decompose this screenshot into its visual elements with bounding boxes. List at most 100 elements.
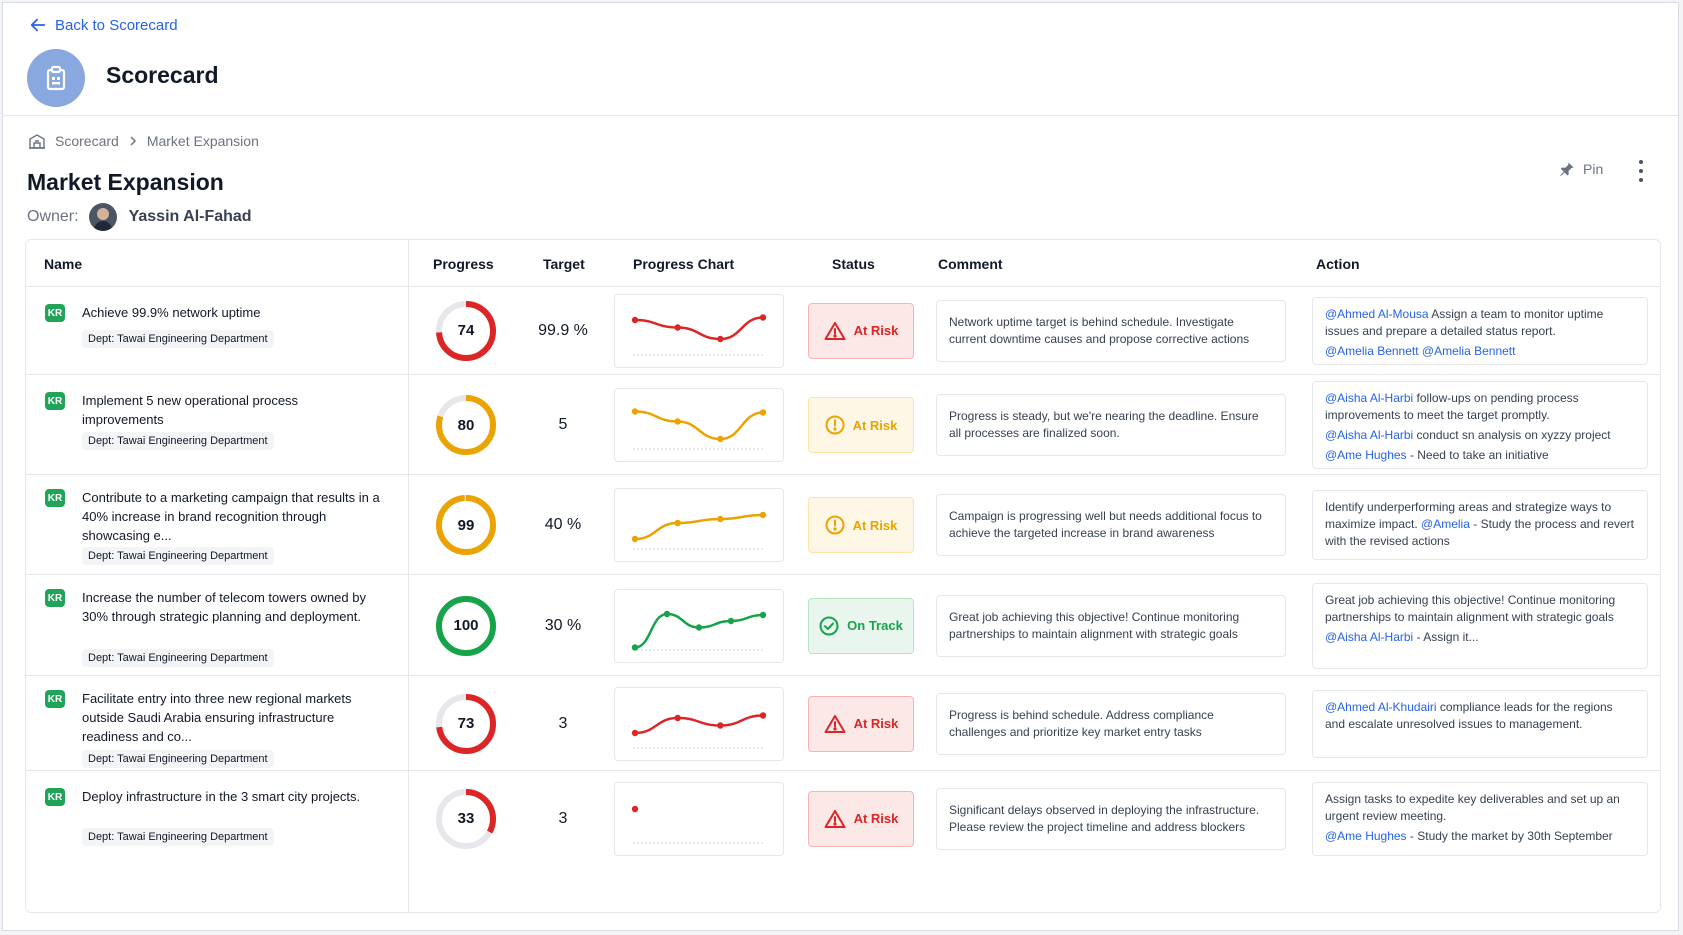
progress-chart xyxy=(614,488,784,562)
user-mention[interactable]: @Ahmed Al-Mousa xyxy=(1325,306,1429,321)
user-mention[interactable]: @Aisha Al-Harbi xyxy=(1325,391,1414,405)
chart-line xyxy=(634,713,764,734)
breadcrumb: Scorecard Market Expansion xyxy=(28,133,259,149)
chart-point xyxy=(674,519,681,527)
col-action[interactable]: Action xyxy=(1316,256,1360,272)
comment-box: Progress is steady, but we're nearing th… xyxy=(936,394,1286,456)
action-box: @Ahmed Al-Khudairi compliance leads for … xyxy=(1312,689,1648,758)
action-text: - Assign it... xyxy=(1413,629,1479,644)
status-badge[interactable]: At Risk xyxy=(808,497,914,553)
chart-point xyxy=(631,643,639,651)
kr-title[interactable]: Achieve 99.9% network uptime xyxy=(82,305,261,320)
progress-value: 99 xyxy=(457,516,475,534)
warning-triangle-icon xyxy=(824,714,846,733)
kr-badge: KR xyxy=(45,489,65,507)
action-line: Assign tasks to expedite key deliverable… xyxy=(1325,791,1635,825)
col-status[interactable]: Status xyxy=(832,256,875,272)
col-name[interactable]: Name xyxy=(44,256,83,272)
kr-badge: KR xyxy=(45,392,65,410)
progress-ring-fill xyxy=(436,395,496,455)
chart-point xyxy=(631,408,639,415)
user-mention[interactable]: @Aisha Al-Harbi xyxy=(1325,629,1414,644)
progress-chart xyxy=(614,293,784,368)
progress-ring: 73 xyxy=(434,692,498,756)
action-line: @Ahmed Al-Khudairi compliance leads for … xyxy=(1325,699,1635,733)
progress-value: 80 xyxy=(457,416,475,434)
action-text: Great job achieving this objective! Cont… xyxy=(1325,592,1616,624)
col-target[interactable]: Target xyxy=(543,256,585,272)
kr-title[interactable]: Increase the number of telecom towers ow… xyxy=(82,590,366,624)
alert-circle-icon xyxy=(825,415,845,435)
comment-text: Significant delays observed in deploying… xyxy=(949,802,1260,834)
action-text: - Need to take an initiative xyxy=(1406,448,1549,462)
comment-box: Network uptime target is behind schedule… xyxy=(936,299,1286,362)
kr-title[interactable]: Deploy infrastructure in the 3 smart cit… xyxy=(82,789,361,804)
kr-title[interactable]: Contribute to a marketing campaign that … xyxy=(82,490,380,543)
action-line: Great job achieving this objective! Cont… xyxy=(1325,592,1635,626)
arrow-left-icon xyxy=(30,18,46,32)
kr-badge: KR xyxy=(45,690,65,708)
progress-ring: 74 xyxy=(434,299,498,363)
status-badge[interactable]: At Risk xyxy=(808,302,914,359)
comment-box: Progress is behind schedule. Address com… xyxy=(936,692,1286,755)
table-row: KR Implement 5 new operational process im… xyxy=(26,375,1660,475)
table-row: KR Contribute to a marketing campaign tha… xyxy=(26,475,1660,575)
target-value: 40 % xyxy=(544,516,582,533)
chart-point xyxy=(663,610,671,617)
table-row: KR Deploy infrastructure in the 3 smart c… xyxy=(26,771,1660,866)
comment-box: Great job achieving this objective! Cont… xyxy=(936,594,1286,657)
pin-icon xyxy=(1560,162,1574,176)
progress-ring-fill xyxy=(436,788,496,849)
user-mention[interactable]: @Aisha Al-Harbi xyxy=(1325,428,1414,442)
progress-ring: 80 xyxy=(434,393,498,457)
app-title: Scorecard xyxy=(106,62,219,88)
col-progress-chart[interactable]: Progress Chart xyxy=(633,256,735,272)
dept-tag: Dept: Tawai Engineering Department xyxy=(82,750,274,768)
user-mention[interactable]: @Amelia xyxy=(1421,517,1470,531)
table-header: Name Progress Target Progress Chart Stat… xyxy=(26,240,1660,287)
status-badge[interactable]: At Risk xyxy=(808,790,914,847)
comment-box: Campaign is progressing well but needs a… xyxy=(936,494,1286,556)
comment-text: Progress is steady, but we're nearing th… xyxy=(949,409,1259,440)
user-mention[interactable]: @Amelia Bennett xyxy=(1325,343,1419,358)
progress-chart xyxy=(614,686,784,761)
pin-label: Pin xyxy=(1583,161,1604,177)
kr-title[interactable]: Facilitate entry into three new regional… xyxy=(82,691,352,744)
owner-name[interactable]: Yassin Al-Fahad xyxy=(128,208,252,225)
dept-tag: Dept: Tawai Engineering Department xyxy=(82,547,274,565)
breadcrumb-root[interactable]: Scorecard xyxy=(55,133,119,149)
chart-point xyxy=(674,418,681,425)
chart-point xyxy=(759,711,767,719)
user-mention[interactable]: @Ame Hughes xyxy=(1325,828,1407,843)
progress-ring: 100 xyxy=(434,594,498,658)
action-text: Identify underperforming areas and strat… xyxy=(1325,500,1612,531)
action-line: @Amelia Bennett @Amelia Bennett xyxy=(1325,343,1635,360)
kr-title[interactable]: Implement 5 new operational process impr… xyxy=(82,393,299,427)
col-comment[interactable]: Comment xyxy=(938,256,1003,272)
action-box: Identify underperforming areas and strat… xyxy=(1312,490,1648,560)
status-badge[interactable]: At Risk xyxy=(808,397,914,453)
col-progress[interactable]: Progress xyxy=(433,256,494,272)
status-badge[interactable]: At Risk xyxy=(808,695,914,752)
progress-ring-fill xyxy=(436,693,496,754)
user-mention[interactable]: @Amelia Bennett xyxy=(1421,343,1516,358)
more-options-icon[interactable] xyxy=(1635,160,1647,182)
check-circle-icon xyxy=(819,616,839,635)
kr-badge: KR xyxy=(45,589,65,607)
status-badge[interactable]: On Track xyxy=(808,597,914,654)
chart-line xyxy=(634,612,764,649)
action-text: - Study the process and revert with the … xyxy=(1325,517,1634,548)
chart-point xyxy=(631,729,639,736)
key-results-table: Name Progress Target Progress Chart Stat… xyxy=(25,239,1661,913)
action-line: @Ame Hughes - Need to take an initiative xyxy=(1325,447,1635,464)
action-text: follow-ups on pending process improvemen… xyxy=(1325,391,1579,422)
target-value: 30 % xyxy=(544,616,582,634)
action-text: - Study the market by 30th September xyxy=(1406,828,1613,843)
user-mention[interactable]: @Ahmed Al-Khudairi xyxy=(1325,699,1437,714)
user-mention[interactable]: @Ame Hughes xyxy=(1325,448,1407,462)
action-line: @Ame Hughes - Study the market by 30th S… xyxy=(1325,828,1635,845)
back-to-scorecard-link[interactable]: Back to Scorecard xyxy=(29,16,178,34)
pin-button[interactable]: Pin xyxy=(1559,161,1603,177)
owner-label: Owner: xyxy=(27,208,79,225)
target-value: 3 xyxy=(558,714,568,732)
